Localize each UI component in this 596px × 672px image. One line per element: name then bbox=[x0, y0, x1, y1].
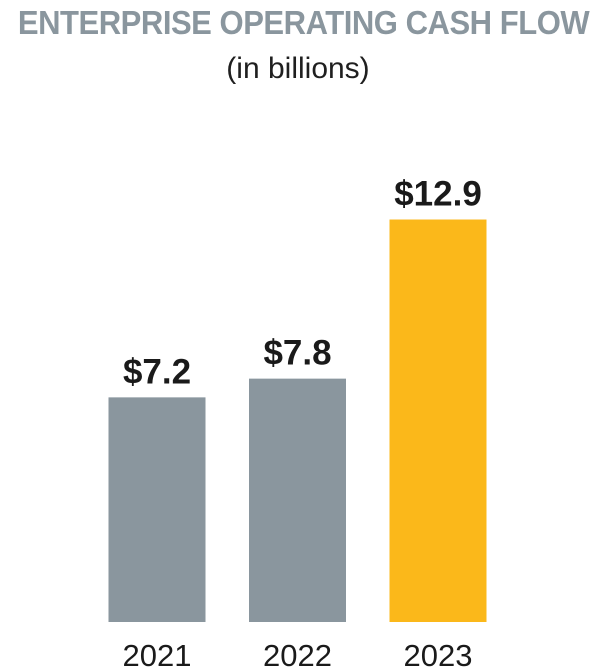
bar-2023 bbox=[389, 219, 487, 622]
bar-2021 bbox=[108, 397, 206, 622]
value-label-2022: $7.8 bbox=[263, 334, 331, 373]
chart-title: ENTERPRISE OPERATING CASH FLOW bbox=[17, 4, 590, 41]
x-tick-label-2023: 2023 bbox=[404, 638, 473, 672]
value-label-2021: $7.2 bbox=[123, 352, 191, 391]
x-tick-label-2021: 2021 bbox=[123, 638, 192, 672]
value-label-2023: $12.9 bbox=[394, 175, 482, 214]
bar-2022 bbox=[249, 378, 346, 622]
chart-subtitle: (in billions) bbox=[226, 52, 370, 85]
x-tick-label-2022: 2022 bbox=[263, 638, 332, 672]
